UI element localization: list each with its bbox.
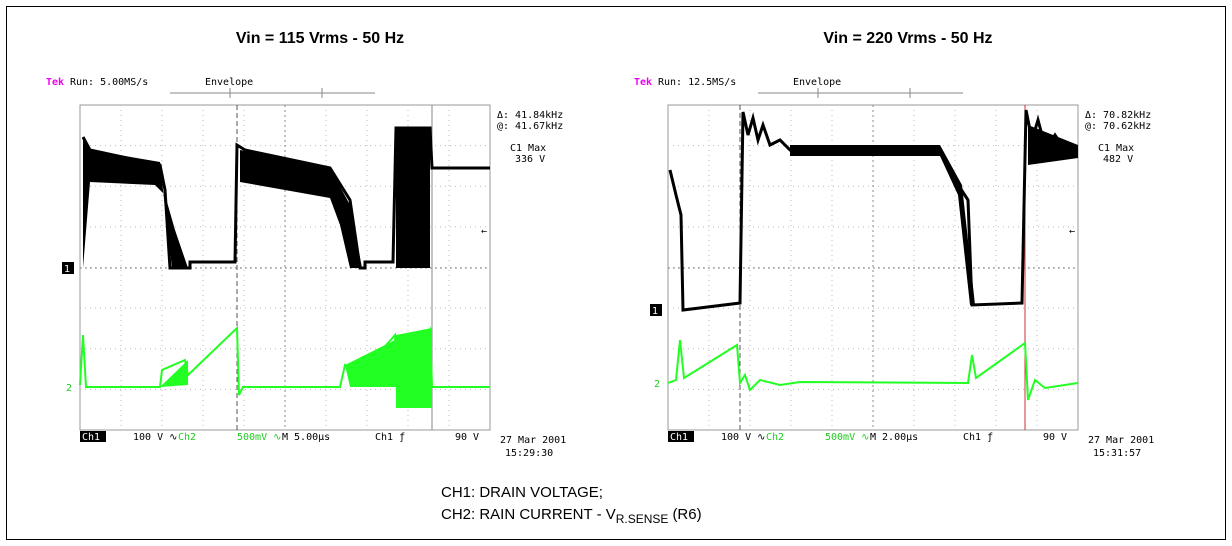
acq-mode: Envelope [793,77,841,88]
acq-mode: Envelope [205,77,253,88]
run-rate: Run: 5.00MS/s [70,77,148,88]
status-item: 90 V [455,432,479,443]
status-item: M 2.00µs [870,432,918,443]
time: 15:29:30 [505,448,553,459]
caption-suffix: (R6) [672,506,701,523]
tek-logo: Tek [634,77,652,88]
status-item: Ch2 [178,432,196,443]
trigger-arrow: ← [481,226,487,237]
ch2-envelope [396,328,432,408]
ch2-marker: 2 [66,383,72,394]
status-item: Ch1 ƒ [963,432,993,443]
max-value: 482 V [1103,154,1133,165]
ch1-marker: 1 [64,264,70,275]
panel-title: Vin = 115 Vrms - 50 Hz [236,30,404,47]
ch1-envelope [396,128,430,268]
date: 27 Mar 2001 [1088,435,1154,446]
caption-subscript: R.SENSE [616,512,669,526]
status-item: Ch1 ƒ [375,432,405,443]
figure: CH1: DRAIN VOLTAGE; CH2: RAIN CURRENT - … [0,0,1232,546]
status-item: 500mV ∿ [237,432,282,443]
max-label: C1 Max [1098,143,1134,154]
max-value: 336 V [515,154,545,165]
ch1-marker: 1 [652,306,658,317]
max-label: C1 Max [510,143,546,154]
at-readout: @: 41.67kHz [497,121,563,132]
caption-line1: CH1: DRAIN VOLTAGE; [441,484,603,501]
status-item: 100 V ∿ [721,432,766,443]
status-item: 500mV ∿ [825,432,870,443]
trigger-arrow: ← [1069,226,1075,237]
panel-title: Vin = 220 Vrms - 50 Hz [823,30,992,47]
at-readout: @: 70.62kHz [1085,121,1151,132]
tek-logo: Tek [46,77,64,88]
status-item: Ch1 [670,432,688,443]
status-item: Ch2 [766,432,784,443]
status-item: Ch1 [82,432,100,443]
run-rate: Run: 12.5MS/s [658,77,736,88]
caption-prefix: CH2: RAIN CURRENT - V [441,506,616,523]
time: 15:31:57 [1093,448,1141,459]
status-item: 100 V ∿ [133,432,178,443]
ch2-marker: 2 [654,379,660,390]
status-item: M 5.00µs [282,432,330,443]
status-item: 90 V [1043,432,1067,443]
date: 27 Mar 2001 [500,435,566,446]
delta-readout: Δ: 70.82kHz [1085,110,1151,121]
delta-readout: Δ: 41.84kHz [497,110,563,121]
page: CH1: DRAIN VOLTAGE; CH2: RAIN CURRENT - … [0,0,1232,546]
